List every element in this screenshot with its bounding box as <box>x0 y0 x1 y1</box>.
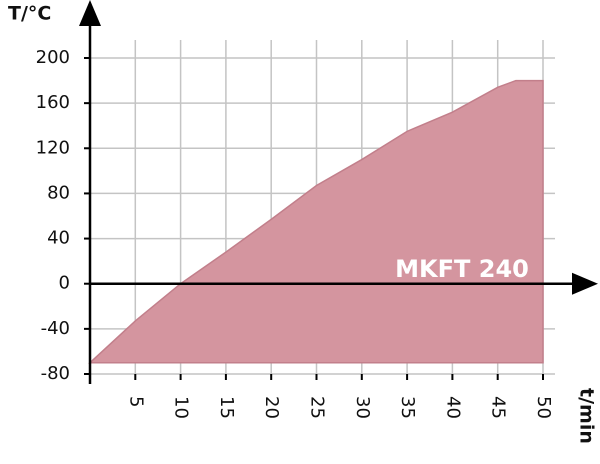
y-axis-label: T/°C <box>8 3 51 25</box>
y-tick-label: 40 <box>47 228 70 249</box>
y-tick-label: 80 <box>47 182 70 203</box>
x-tick-label: 5 <box>125 396 146 407</box>
x-tick-label: 45 <box>488 396 509 419</box>
x-tick-label: 20 <box>261 396 282 419</box>
x-tick-label: 30 <box>352 396 373 419</box>
x-tick-label: 15 <box>216 396 237 419</box>
x-tick-label: 40 <box>442 396 463 419</box>
y-tick-label: 0 <box>59 273 70 294</box>
x-tick-label: 10 <box>171 396 192 419</box>
y-axis-arrow <box>79 0 101 26</box>
x-tick-label: 25 <box>307 396 328 419</box>
x-axis-arrow <box>572 272 598 295</box>
annotation: MKFT 240 <box>395 255 529 283</box>
x-axis-label: t/min <box>576 388 598 444</box>
y-tick-label: 120 <box>36 137 70 158</box>
y-tick-label: -80 <box>41 363 70 384</box>
area <box>88 79 544 364</box>
x-tick-label: 50 <box>533 396 554 419</box>
x-tick-label: 35 <box>397 396 418 419</box>
y-tick-label: -40 <box>41 318 70 339</box>
y-tick-label: 160 <box>36 92 70 113</box>
y-tick-label: 200 <box>36 47 70 68</box>
